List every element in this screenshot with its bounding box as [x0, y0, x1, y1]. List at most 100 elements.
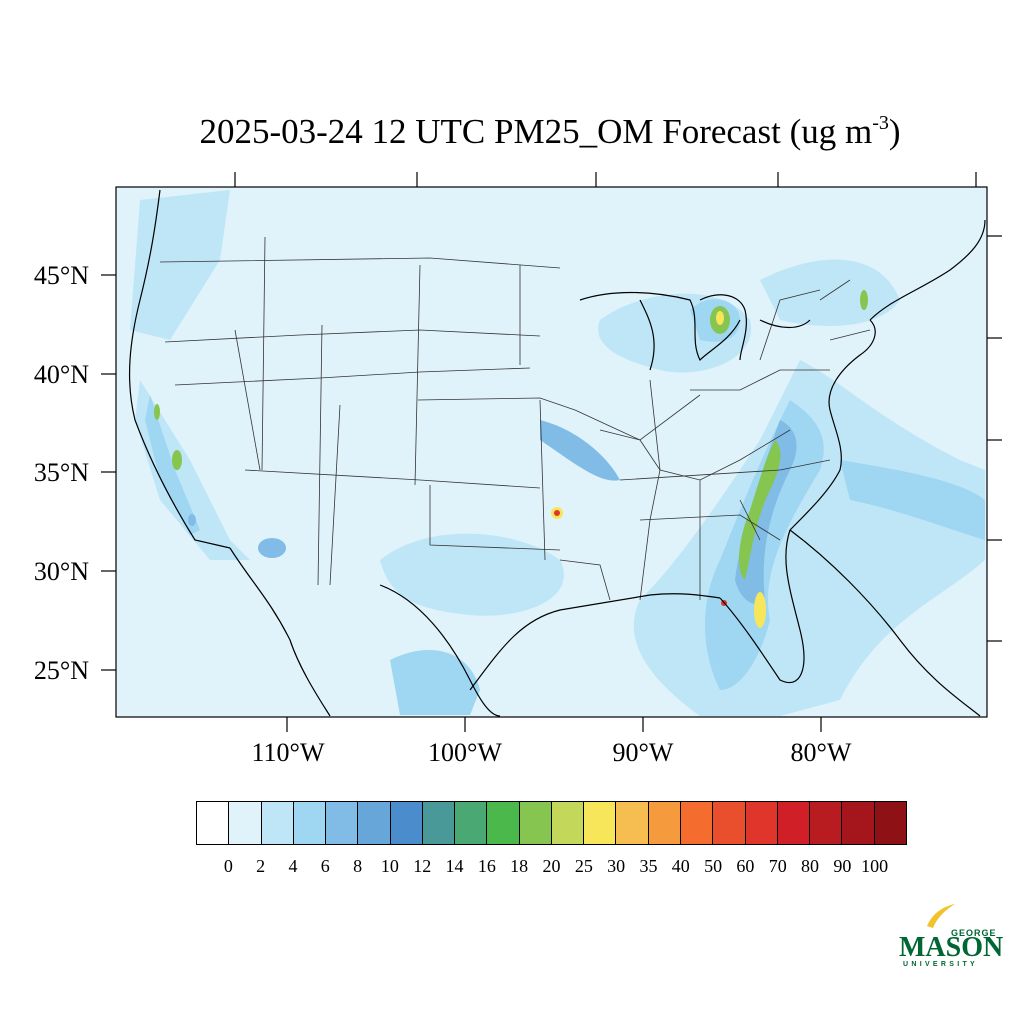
colorbar-cell	[261, 802, 294, 844]
state-border	[414, 264, 421, 486]
coastline-segment	[229, 547, 331, 717]
state-border	[329, 404, 341, 586]
concentration-region	[380, 533, 564, 616]
plot-title: 2025-03-24 12 UTC PM25_OM Forecast (ug m…	[0, 112, 1024, 152]
colorbar	[196, 801, 907, 845]
state-border	[639, 514, 781, 541]
state-border	[690, 369, 830, 391]
coastline-segment	[789, 529, 981, 717]
colorbar-cell	[487, 802, 520, 844]
colorbar-cell	[422, 802, 456, 844]
title-main: 2025-03-24 12 UTC PM25_OM Forecast (ug m	[199, 112, 873, 151]
colorbar-tick-label: 2	[256, 856, 266, 876]
state-border	[429, 485, 561, 551]
title-superscript: -3	[872, 112, 889, 134]
gmu-logo: GEORGE MASON UNIVERSITY	[899, 904, 1003, 968]
concentration-region	[554, 510, 560, 516]
coastline-segment	[759, 319, 811, 329]
colorbar-tick-label: 90	[833, 856, 852, 876]
concentration-region	[188, 514, 196, 526]
colorbar-tick-label: 20	[542, 856, 561, 876]
colorbar-cell	[648, 802, 681, 844]
state-border	[234, 329, 261, 471]
state-border	[599, 394, 701, 441]
colorbar-tick-label: 50	[704, 856, 723, 876]
colorbar-tick-label: 70	[768, 856, 787, 876]
colorbar-tick-label: 14	[445, 856, 464, 876]
concentration-region	[840, 460, 985, 540]
colorbar-cell	[584, 802, 617, 844]
colorbar-cell	[745, 802, 778, 844]
colorbar-cell	[455, 802, 488, 844]
state-border	[574, 409, 791, 481]
state-border	[244, 469, 541, 489]
lon-label-90w: 90°W	[612, 738, 674, 767]
colorbar-cell	[293, 802, 327, 844]
colorbar-tick-label: 6	[320, 856, 330, 876]
colorbar-cell	[358, 802, 391, 844]
state-border	[639, 379, 661, 601]
state-border	[819, 279, 851, 301]
colorbar-tick-label: 16	[477, 856, 496, 876]
colorbar-tick-label: 18	[510, 856, 529, 876]
colorbar-tick-label: 8	[353, 856, 363, 876]
lon-label-110w: 110°W	[251, 738, 325, 767]
lat-label-35: 35°N	[33, 458, 89, 487]
colorbar-cell	[874, 802, 906, 844]
concentration-region	[258, 538, 286, 558]
lat-label-30: 30°N	[33, 557, 89, 586]
state-border	[261, 236, 266, 471]
coastline-segment	[699, 294, 747, 361]
colorbar-cell	[229, 802, 262, 844]
colorbar-tick-label: 35	[639, 856, 658, 876]
logo-university: UNIVERSITY	[903, 961, 978, 968]
concentration-fields	[130, 190, 985, 716]
colorbar-tick-label: 100	[861, 856, 889, 876]
state-border	[159, 257, 561, 269]
state-border	[539, 399, 546, 561]
state-border	[417, 397, 576, 411]
concentration-region	[145, 395, 200, 535]
colorbar-cell	[616, 802, 649, 844]
colorbar-labels: 0 2 4 6 8 10 12 14 16 18 20 25 30 35 40 50 60 70 80 90 100	[196, 856, 907, 880]
concentration-region	[860, 290, 868, 310]
coastline-segment	[379, 584, 501, 717]
colorbar-tick-label: 25	[574, 856, 593, 876]
concentration-region	[716, 311, 724, 325]
concentration-region	[540, 420, 620, 481]
state-border	[174, 367, 531, 386]
lat-label-40: 40°N	[33, 360, 89, 389]
state-border	[739, 499, 761, 541]
coastline-segment	[719, 529, 805, 684]
lon-label-100w: 100°W	[428, 738, 502, 767]
colorbar-tick-label: 60	[736, 856, 755, 876]
colorbar-tick-label: 0	[223, 856, 233, 876]
colorbar-tick-label: 4	[288, 856, 298, 876]
lat-label-45: 45°N	[33, 261, 89, 290]
colorbar-cell	[810, 802, 843, 844]
title-close: )	[888, 112, 901, 151]
colorbar-cell	[197, 802, 230, 844]
coastline-segment	[639, 299, 655, 371]
coastline-segment	[579, 291, 741, 362]
colorbar-tick-label: 12	[413, 856, 432, 876]
colorbar-tick-label: 10	[380, 856, 399, 876]
logo-swoosh	[927, 904, 955, 928]
coastline-segment	[128, 189, 231, 549]
lat-label-25: 25°N	[33, 656, 89, 685]
concentration-region	[154, 404, 160, 420]
state-border	[619, 459, 831, 481]
logo-george: GEORGE	[951, 928, 997, 938]
colorbar-cell	[326, 802, 359, 844]
concentration-region	[754, 592, 766, 628]
concentration-region	[738, 440, 781, 580]
state-border	[759, 289, 821, 361]
colorbar-cell	[551, 802, 585, 844]
state-border	[164, 329, 541, 343]
colorbar-cell	[777, 802, 811, 844]
state-border	[829, 329, 871, 341]
logo-mason: MASON	[899, 932, 1003, 963]
colorbar-cell	[519, 802, 552, 844]
axis-ticks	[101, 172, 1002, 732]
